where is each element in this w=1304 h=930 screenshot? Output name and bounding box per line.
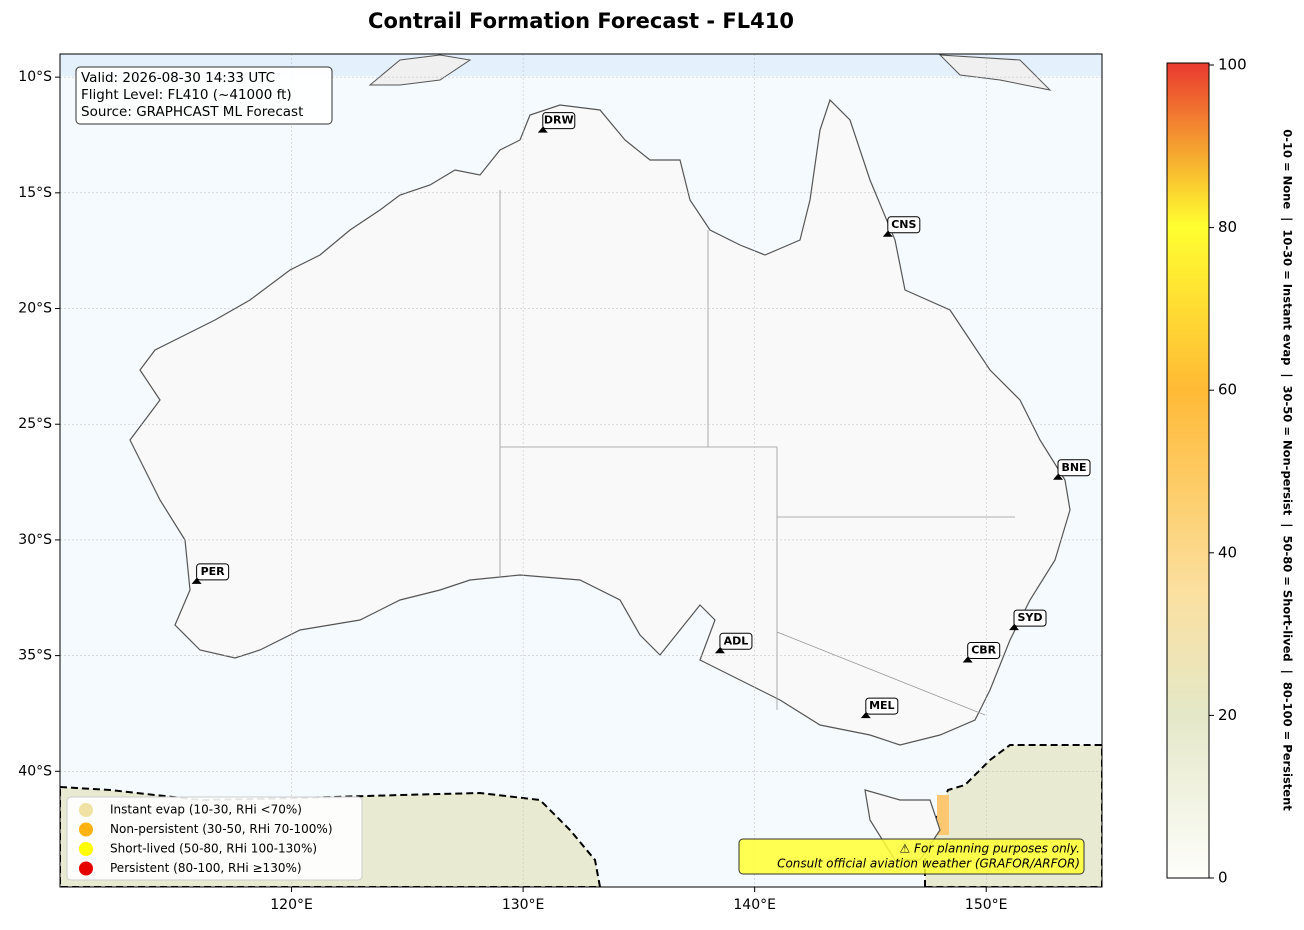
airport-label: SYD [1017,611,1042,624]
colorbar-tick-label: 80 [1218,218,1237,236]
airport-label-box [865,697,899,715]
colorbar-tick-label: 20 [1218,706,1237,724]
y-tick-label: 10°S [18,69,52,85]
x-tick-label: 150°E [965,897,1008,913]
legend-swatch [79,842,93,856]
airport-label: DRW [544,114,574,127]
airports: DRW CNS BNE PER ADL SYD CBR MEL [191,112,1091,719]
airport-marker [191,577,202,584]
x-tick-label: 140°E [733,897,776,913]
airport-marker [537,126,548,133]
graticule [60,54,1102,887]
airport-label-box [1057,459,1091,477]
colorbar-tick-label: 0 [1218,869,1228,887]
legend-swatch [79,861,93,876]
airport-label: MEL [869,699,894,712]
contrail-patch [937,795,949,835]
map-frame [59,53,1103,888]
map-area [60,54,1102,887]
colorbar-label: 0-10 = None | 10-30 = Instant evap | 30-… [1281,129,1295,811]
state-border [499,190,1015,716]
disclaimer: Consult official aviation weather (GRAFO… [777,857,1080,871]
airport-label: PER [201,565,226,578]
y-tick-label: 25°S [18,416,52,432]
airport-label: CBR [971,644,996,657]
australia [129,98,1071,746]
y-tick-label: 40°S [18,763,52,779]
colorbar-tick-label: 100 [1218,56,1247,74]
disclaimer: ⚠ For planning purposes only. [900,842,1080,856]
airport-label-box [887,216,921,234]
airport-label-box [542,112,576,130]
y-tick-label: 20°S [18,301,52,317]
airport-label-box [196,563,230,581]
land [368,54,1052,91]
airport-label-box [967,642,1001,660]
colorbar-tick-label: 40 [1218,543,1237,561]
legend-swatch [79,803,93,817]
airport-marker [714,647,725,654]
y-tick-label: 35°S [18,648,52,664]
info-line: Source: GRAPHCAST ML Forecast [81,104,303,120]
legend [66,796,363,881]
legend-items: Instant evap (10-30, RHi <70%) Non-persis… [79,803,333,876]
airport-label-box [719,632,753,650]
x-tick-label: 120°E [270,897,313,913]
colorbar-tick-label: 60 [1218,381,1237,399]
legend-label: Short-lived (50-80, RHi 100-130%) [110,842,317,856]
colorbar [1166,62,1210,879]
airport-label: ADL [724,634,749,647]
airport-marker [1009,624,1020,631]
info-box [75,66,333,125]
airport-label-box [1013,609,1047,627]
info-line: Valid: 2026-08-30 14:33 UTC [81,70,275,86]
y-tick-label: 15°S [18,185,52,201]
legend-label: Non-persistent (30-50, RHi 70-100%) [110,822,333,836]
airport-label: CNS [891,218,916,231]
y-tick-label: 30°S [18,532,52,548]
legend-label: Instant evap (10-30, RHi <70%) [110,803,302,817]
legend-swatch [79,822,93,837]
airport-marker [962,656,973,663]
airport-marker [882,230,893,237]
legend-label: Persistent (80-100, RHi ≥130%) [110,861,302,875]
map-title: Contrail Formation Forecast - FL410 [368,9,794,33]
disclaimer-box [738,838,1085,875]
x-tick-label: 130°E [502,897,545,913]
airport-label: BNE [1061,461,1086,474]
info-line: Flight Level: FL410 (~41000 ft) [81,87,292,103]
airport-marker [860,712,871,719]
airport-marker [1053,473,1064,480]
